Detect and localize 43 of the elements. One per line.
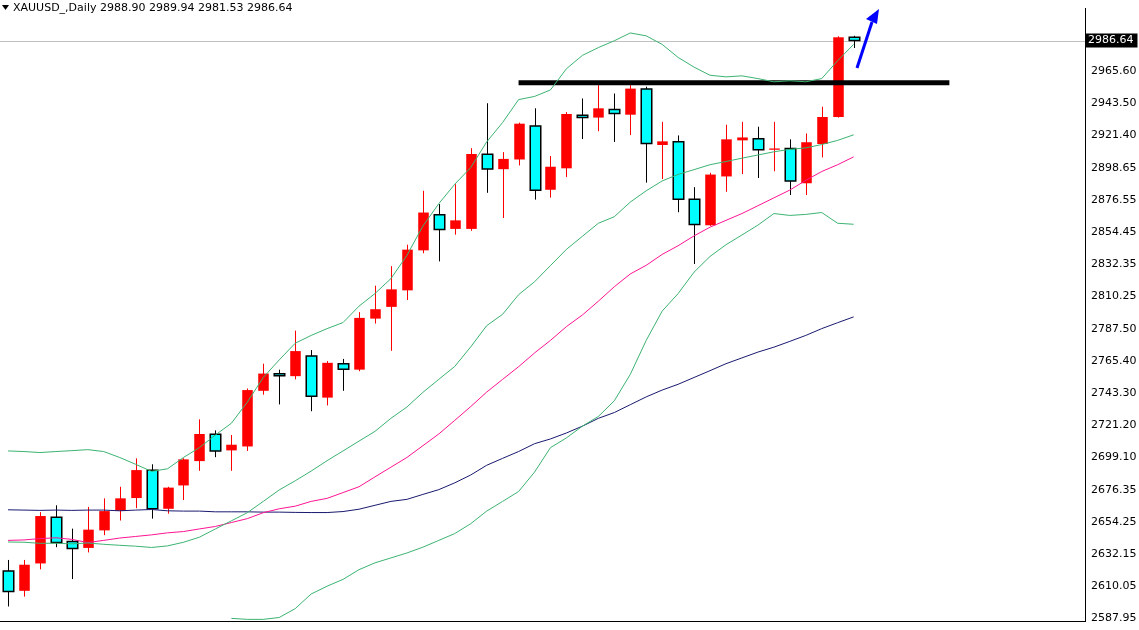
y-tick-label: 2587.95 — [1091, 611, 1137, 625]
y-tick-label: 2854.45 — [1091, 225, 1137, 239]
candlestick — [769, 121, 780, 172]
y-tick-label: 2721.20 — [1091, 418, 1137, 432]
candlestick — [737, 121, 748, 175]
y-tick-label: 2765.40 — [1091, 354, 1137, 368]
candlestick — [99, 497, 110, 536]
candlestick — [163, 486, 174, 515]
candlestick — [115, 486, 126, 522]
y-tick-label: 2632.15 — [1091, 547, 1137, 561]
candlestick — [481, 102, 494, 194]
y-tick-label: 2832.35 — [1091, 257, 1137, 271]
candlestick — [337, 358, 350, 392]
y-tick-label: 2898.65 — [1091, 160, 1137, 174]
candlestick — [226, 434, 237, 472]
candlestick — [498, 151, 509, 219]
candlestick — [752, 126, 765, 179]
y-tick-label: 2699.10 — [1091, 450, 1137, 464]
candlestick — [657, 121, 668, 180]
y-tick-label: 2965.60 — [1091, 63, 1137, 77]
candlestick — [209, 429, 222, 458]
y-tick-label: 2810.25 — [1091, 289, 1137, 303]
candlestick — [66, 528, 79, 580]
candlestick — [370, 285, 381, 325]
chart-title: XAUUSD_,Daily 2988.90 2989.94 2981.53 2986.64 — [13, 1, 293, 14]
candlestick — [593, 84, 604, 132]
y-tick-label: 2876.55 — [1091, 193, 1137, 206]
y-tick-label: 2921.40 — [1091, 127, 1137, 141]
candlestick — [2, 559, 15, 607]
y-tick-label: 2610.05 — [1091, 579, 1137, 593]
candlestick — [386, 265, 397, 352]
ref-line-label: 2986.64 — [1088, 33, 1134, 47]
y-tick-label: 2943.50 — [1091, 95, 1137, 109]
y-tick-label: 2676.35 — [1091, 483, 1137, 497]
candlestick — [545, 155, 556, 199]
candlestick — [450, 183, 461, 236]
y-tick-label: 2787.50 — [1091, 322, 1137, 336]
candlestick — [273, 369, 286, 405]
y-tick-label: 2743.30 — [1091, 386, 1137, 400]
candlestick — [433, 203, 446, 262]
candlestick — [608, 93, 621, 143]
candlestick — [258, 363, 269, 396]
y-tick-label: 2654.25 — [1091, 515, 1137, 529]
